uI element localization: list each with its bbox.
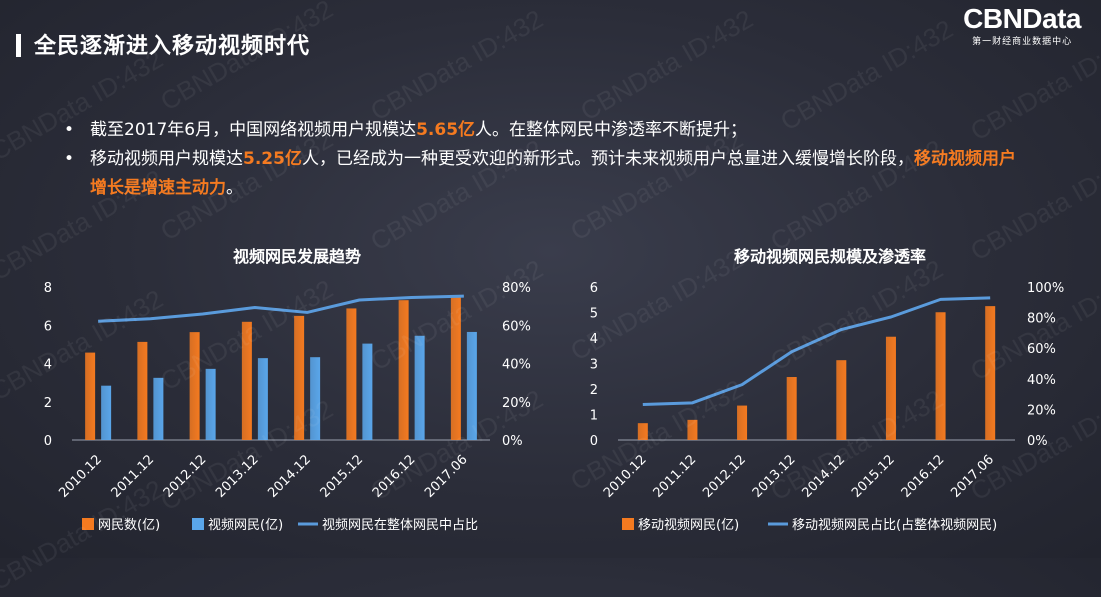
legend-swatch (82, 518, 94, 530)
bar-series-b (257, 358, 268, 440)
watermark-text: CBNData ID:432 (365, 3, 548, 127)
percentage-line (642, 296, 991, 407)
bullet-item: 截至2017年6月，中国网络视频用户规模达5.65亿人。在整体网民中渗透率不断提… (64, 116, 1024, 145)
x-axis-tick-label: 2010.12 (601, 452, 650, 501)
bar-series-a (450, 296, 461, 440)
bar-series-a (786, 377, 797, 440)
chart-mobile-video-users: 移动视频网民规模及渗透率01234560%20%40%60%80%100%201… (590, 247, 1064, 533)
x-axis-tick-label: 2013.12 (750, 452, 799, 501)
bar-series-b (205, 368, 216, 440)
x-axis-tick-label: 2012.12 (700, 452, 749, 501)
watermark-text: CBNData ID:432 (575, 3, 758, 127)
left-axis-tick-label: 2 (44, 396, 52, 411)
x-axis-tick-label: 2011.12 (109, 452, 158, 501)
left-axis-tick-label: 1 (590, 409, 598, 424)
legend-label: 视频网民(亿) (208, 518, 283, 533)
bar-series-a (294, 315, 305, 440)
left-axis-tick-label: 0 (44, 434, 52, 449)
bar-series-a (398, 300, 409, 440)
left-axis-tick-label: 6 (590, 281, 598, 296)
bar-series-b (310, 357, 321, 440)
bar-series-a (137, 341, 148, 440)
bullet-list: 截至2017年6月，中国网络视频用户规模达5.65亿人。在整体网民中渗透率不断提… (64, 116, 1024, 203)
bar-series-a (189, 332, 200, 440)
brand-logo: CBNData 第一财经商业数据中心 (963, 3, 1081, 48)
chart-title: 视频网民发展趋势 (233, 247, 361, 266)
legend-swatch (622, 518, 634, 530)
bar-series-a (836, 360, 847, 440)
left-axis-tick-label: 4 (44, 358, 52, 373)
right-axis-tick-label: 60% (502, 319, 531, 334)
x-axis-tick-label: 2015.12 (849, 452, 898, 501)
bullet-text: 。 (226, 178, 243, 198)
bar-series-b (414, 335, 425, 440)
right-axis-tick-label: 20% (1027, 403, 1056, 418)
x-axis-tick-label: 2012.12 (161, 452, 210, 501)
bullet-text: 移动视频用户规模达 (90, 149, 243, 169)
x-axis-tick-label: 2014.12 (265, 452, 314, 501)
bar-series-a (687, 419, 698, 440)
x-axis-tick-label: 2013.12 (213, 452, 262, 501)
bar-series-a (737, 405, 748, 440)
left-axis-tick-label: 5 (590, 307, 598, 322)
page-title: 全民逐渐进入移动视频时代 (34, 34, 311, 59)
logo-wordmark: CBNData (963, 3, 1081, 34)
right-axis-tick-label: 60% (1027, 342, 1056, 357)
x-axis-tick-label: 2017.06 (948, 452, 997, 501)
bar-series-b (101, 385, 112, 440)
bar-series-a (85, 352, 96, 440)
right-axis-tick-label: 80% (1027, 312, 1056, 327)
bar-series-b (466, 331, 477, 440)
x-axis-tick-label: 2011.12 (651, 452, 700, 501)
x-axis-tick-label: 2016.12 (899, 452, 948, 501)
bullet-text: 截至2017年6月，中国网络视频用户规模达 (90, 120, 417, 140)
right-axis-tick-label: 80% (502, 281, 531, 296)
bar-series-a (885, 336, 896, 440)
title-accent-bar (16, 34, 21, 57)
legend-label: 移动视频网民(亿) (638, 518, 739, 533)
bullet-text: 人。在整体网民中渗透率不断提升； (475, 120, 748, 140)
bar-series-a (637, 423, 648, 440)
legend-swatch (192, 518, 204, 530)
left-axis-tick-label: 2 (590, 383, 598, 398)
left-axis-tick-label: 0 (590, 434, 598, 449)
right-axis-tick-label: 20% (502, 396, 531, 411)
right-axis-tick-label: 0% (1027, 434, 1048, 449)
chart-title: 移动视频网民规模及渗透率 (734, 247, 926, 266)
x-axis-tick-label: 2014.12 (800, 452, 849, 501)
highlight-text: 5.65亿 (416, 120, 476, 140)
left-axis-tick-label: 8 (44, 281, 52, 296)
bar-series-a (241, 321, 252, 440)
bar-series-b (153, 377, 164, 440)
bullet-item: 移动视频用户规模达5.25亿人，已经成为一种更受欢迎的新形式。预计未来视频用户总… (64, 145, 1024, 203)
right-axis-tick-label: 0% (502, 434, 523, 449)
left-axis-tick-label: 4 (590, 332, 598, 347)
legend-label: 网民数(亿) (98, 518, 160, 533)
x-axis-tick-label: 2010.12 (56, 452, 105, 501)
legend-label: 移动视频网民占比(占整体视频网民) (792, 518, 997, 533)
bar-series-a (346, 308, 357, 440)
bar-series-a (935, 312, 946, 440)
highlight-text: 5.25亿 (243, 149, 302, 169)
x-axis-tick-label: 2015.12 (318, 452, 367, 501)
right-axis-tick-label: 40% (502, 358, 531, 373)
logo-subtitle: 第一财经商业数据中心 (972, 37, 1073, 47)
legend-label: 视频网民在整体网民中占比 (322, 518, 478, 533)
bar-series-b (362, 343, 373, 440)
right-axis-tick-label: 100% (1027, 281, 1064, 296)
left-axis-tick-label: 6 (44, 319, 52, 334)
right-axis-tick-label: 40% (1027, 373, 1056, 388)
bullet-text: 人，已经成为一种更受欢迎的新形式。预计未来视频用户总量进入缓慢增长阶段， (301, 149, 914, 169)
x-axis-tick-label: 2016.12 (370, 452, 419, 501)
x-axis-tick-label: 2017.06 (422, 452, 471, 501)
percentage-line (98, 294, 464, 323)
left-axis-tick-label: 3 (590, 358, 598, 373)
highlight-text: 移动视频用户增长是增速主动力 (90, 149, 1016, 198)
bar-series-a (985, 306, 996, 440)
